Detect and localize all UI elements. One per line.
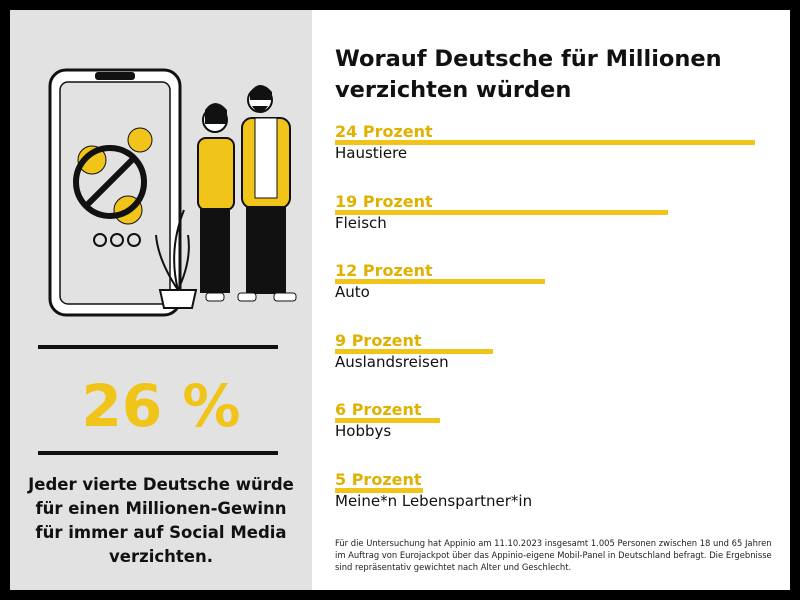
category-label: Hobbys (335, 422, 392, 440)
category-label: Auslandsreisen (335, 352, 449, 371)
bar (335, 279, 545, 284)
bar (335, 140, 755, 145)
chart-title: Worauf Deutsche für Millionen verzichten… (335, 46, 722, 103)
category-label: Haustiere (335, 144, 408, 162)
footnote: Für die Untersuchung hat Appinio am 11.1… (335, 538, 772, 572)
category-label: Fleisch (335, 213, 387, 232)
stat-text: Jeder vierte Deutsche würde für einen Mi… (28, 475, 294, 566)
bar (335, 209, 668, 215)
stat: 26 % (81, 372, 241, 440)
value-label: 6 Prozent (335, 400, 422, 419)
illustration (48, 68, 297, 317)
value-label: 12 Prozent (335, 261, 433, 280)
value-label: 5 Prozent (335, 469, 422, 489)
bar (335, 487, 423, 493)
category-label: Meine*n Lebenspartner*in (335, 491, 533, 510)
sidebar: 26 % Jeder vierte Deutsche würde für ein… (10, 10, 312, 590)
value-label: 19 Prozent (335, 191, 433, 211)
value-label: 24 Prozent (335, 122, 433, 141)
bar (335, 418, 440, 423)
divider (38, 345, 278, 349)
bar (335, 348, 493, 354)
value-label: 9 Prozent (335, 330, 422, 350)
category-label: Auto (335, 283, 370, 301)
divider (38, 451, 278, 455)
chart: Worauf Deutsche für Millionen verzichten… (312, 10, 790, 590)
